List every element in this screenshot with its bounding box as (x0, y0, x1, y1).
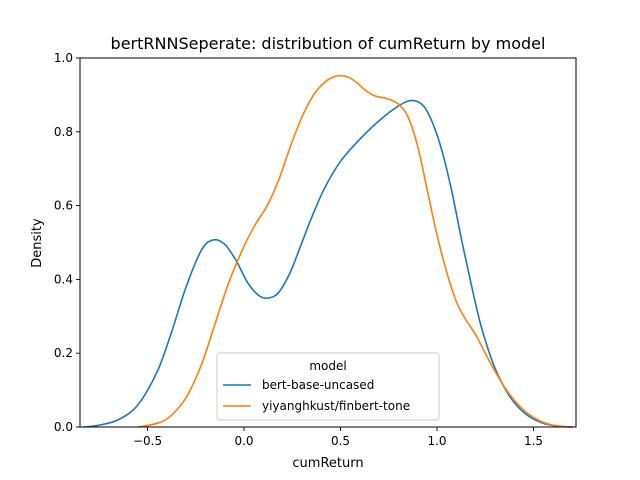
legend-label-1: bert-base-uncased (262, 378, 374, 392)
legend-items: bert-base-uncased yiyanghkust/finbert-ton… (223, 378, 410, 413)
legend-label-2: yiyanghkust/finbert-tone (262, 399, 410, 413)
plot-frame (79, 57, 577, 428)
legend-title: model (309, 359, 346, 373)
x-tick-label: −0.5 (133, 434, 162, 448)
legend: model bert-base-uncased yiyanghkust/finbe… (216, 352, 440, 421)
plot-lines (83, 74, 573, 428)
x-tick-label: 0.5 (331, 434, 350, 448)
chart-title: bertRNNSeperate: distribution of cumRetu… (111, 34, 546, 53)
y-tick-label: 0.6 (54, 199, 73, 213)
series-line-2 (137, 74, 573, 428)
x-axis-label: cumReturn (292, 456, 363, 471)
series-line-1 (83, 99, 573, 428)
x-axis-ticks: −0.5 0.0 0.5 1.0 1.5 (133, 427, 543, 448)
y-axis-label: Density (30, 218, 45, 268)
y-axis-ticks: 0.0 0.2 0.4 0.6 0.8 1.0 (54, 51, 80, 434)
x-tick-label: 1.5 (524, 434, 543, 448)
y-tick-label: 0.2 (54, 346, 73, 360)
x-tick-label: 0.0 (234, 434, 253, 448)
y-tick-label: 0.4 (54, 272, 73, 286)
y-tick-label: 1.0 (54, 51, 73, 65)
y-tick-label: 0.8 (54, 125, 73, 139)
x-tick-label: 1.0 (427, 434, 446, 448)
y-tick-label: 0.0 (54, 420, 73, 434)
legend-box (216, 352, 440, 421)
